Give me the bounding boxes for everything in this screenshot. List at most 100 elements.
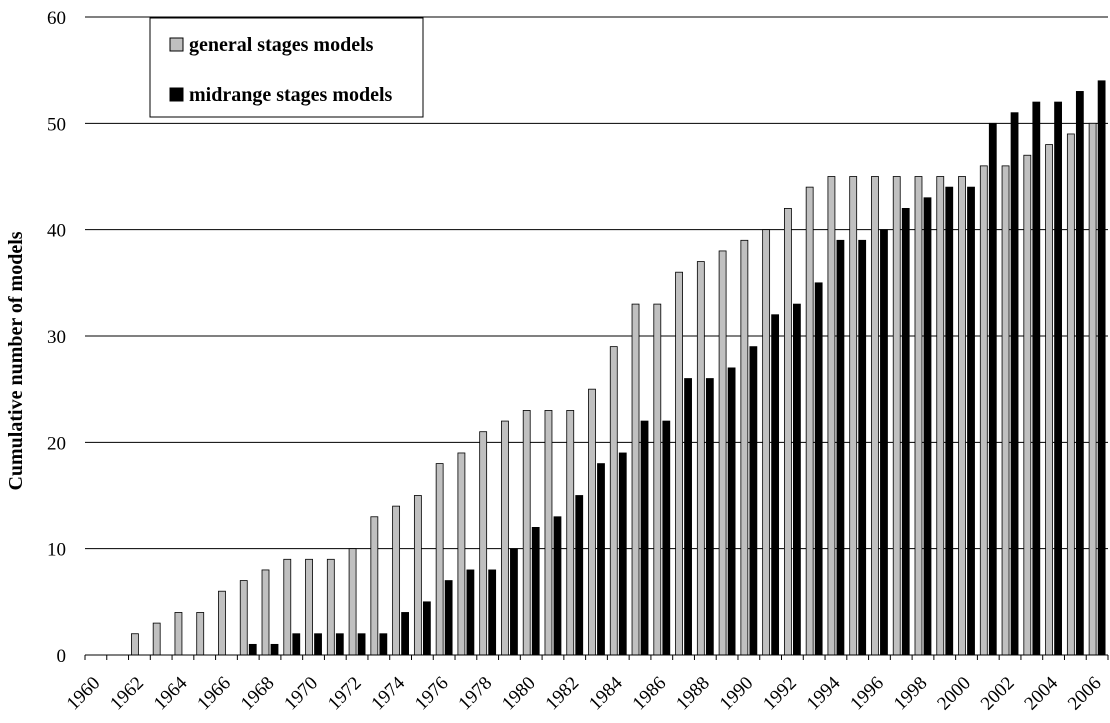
bar-midrange xyxy=(1054,101,1062,656)
bar-general xyxy=(783,207,792,656)
y-tick-label: 40 xyxy=(47,221,66,242)
x-tick-label: 2006 xyxy=(1064,673,1106,715)
legend-swatch-general xyxy=(169,37,184,52)
bar-general xyxy=(326,558,335,656)
bar-general xyxy=(1088,122,1097,656)
bar-midrange xyxy=(488,569,497,656)
bar-general xyxy=(218,590,226,656)
bar-general xyxy=(762,229,771,656)
x-tick-label: 1968 xyxy=(237,673,279,715)
bar-general xyxy=(979,165,988,656)
legend: general stages models midrange stages mo… xyxy=(149,17,424,118)
bar-midrange xyxy=(444,580,453,656)
x-tick-label: 1990 xyxy=(716,673,758,715)
bar-general xyxy=(457,452,466,656)
bar-midrange xyxy=(814,282,823,656)
bar-midrange xyxy=(858,239,867,656)
x-tick-label: 2002 xyxy=(977,673,1019,715)
x-tick-label: 1974 xyxy=(367,672,409,714)
x-tick-label: 1996 xyxy=(846,673,888,715)
bar-midrange xyxy=(771,314,780,656)
y-tick-label: 0 xyxy=(57,646,67,667)
bar-general xyxy=(718,250,727,656)
x-tick-label: 1992 xyxy=(759,673,801,715)
bar-general xyxy=(805,186,814,656)
bar-general xyxy=(239,580,248,656)
bar-general xyxy=(871,176,879,656)
y-tick-label: 10 xyxy=(47,540,66,561)
x-tick-label: 1978 xyxy=(454,673,496,715)
bar-general xyxy=(435,463,444,656)
x-tick-label: 1960 xyxy=(63,673,105,715)
x-tick-label: 1976 xyxy=(411,673,453,715)
bar-midrange xyxy=(727,367,736,656)
x-tick-label: 2000 xyxy=(933,673,975,715)
bar-midrange xyxy=(618,452,627,656)
bar-midrange xyxy=(836,239,845,656)
bar-midrange xyxy=(531,527,540,656)
bar-midrange xyxy=(988,122,997,656)
bar-midrange xyxy=(1032,101,1041,656)
bar-general xyxy=(936,176,945,656)
bar-general xyxy=(196,612,205,656)
bar-midrange xyxy=(640,420,649,656)
bar-midrange xyxy=(880,229,888,656)
bar-midrange xyxy=(597,463,605,656)
y-tick-label: 30 xyxy=(47,327,66,348)
x-tick-label: 1980 xyxy=(498,673,540,715)
x-tick-label: 1982 xyxy=(542,673,584,715)
bar-midrange xyxy=(705,378,714,656)
bar-midrange xyxy=(270,643,279,656)
bar-midrange xyxy=(422,601,431,656)
legend-box xyxy=(149,17,424,118)
y-tick-label: 60 xyxy=(47,8,66,29)
bar-midrange xyxy=(466,569,475,656)
bar-general xyxy=(827,176,836,656)
bar-general xyxy=(522,410,531,656)
bar-general xyxy=(370,516,379,656)
bar-general xyxy=(958,176,966,656)
x-tick-label: 1986 xyxy=(629,673,671,715)
bar-general xyxy=(740,239,749,656)
bar-general xyxy=(892,176,901,656)
bar-midrange xyxy=(749,346,758,656)
bar-midrange xyxy=(1097,80,1106,656)
bar-midrange xyxy=(575,495,584,656)
bar-general xyxy=(131,633,139,656)
bar-general xyxy=(152,622,161,656)
bar-midrange xyxy=(335,633,344,656)
bar-midrange xyxy=(379,633,388,656)
bar-general xyxy=(501,420,509,656)
bar-midrange xyxy=(292,633,301,656)
x-tick-label: 1962 xyxy=(106,673,148,715)
x-tick-label: 2004 xyxy=(1020,672,1062,714)
x-tick-label: 1994 xyxy=(803,672,845,714)
bar-general xyxy=(914,176,923,656)
bar-general xyxy=(849,176,858,656)
bar-midrange xyxy=(945,186,954,656)
bar-midrange xyxy=(1010,112,1019,656)
bar-midrange xyxy=(314,633,322,656)
x-tick-label: 1972 xyxy=(324,673,366,715)
bar-general xyxy=(413,495,422,656)
bar-midrange xyxy=(967,186,975,656)
y-tick-label: 20 xyxy=(47,433,66,454)
bar-general xyxy=(609,346,618,656)
bar-general xyxy=(479,431,488,656)
bar-general xyxy=(174,612,183,656)
x-tick-label: 1984 xyxy=(585,672,627,714)
legend-label-general: general stages models xyxy=(189,34,374,56)
legend-swatch-midrange xyxy=(169,87,184,102)
bar-midrange xyxy=(792,303,801,656)
bar-general xyxy=(631,303,640,656)
bar-general xyxy=(566,410,575,656)
x-tick-label: 1964 xyxy=(150,672,192,714)
bar-general xyxy=(544,410,553,656)
y-axis-title: Cumulative number of models xyxy=(5,231,27,490)
bar-midrange xyxy=(248,643,257,656)
bar-midrange xyxy=(901,207,910,656)
bar-midrange xyxy=(684,378,692,656)
x-axis-ticks: 1960 1962 1964 1966 1968 1970 1972 1974 1976 1978… xyxy=(63,655,1109,715)
bar-general xyxy=(653,303,662,656)
